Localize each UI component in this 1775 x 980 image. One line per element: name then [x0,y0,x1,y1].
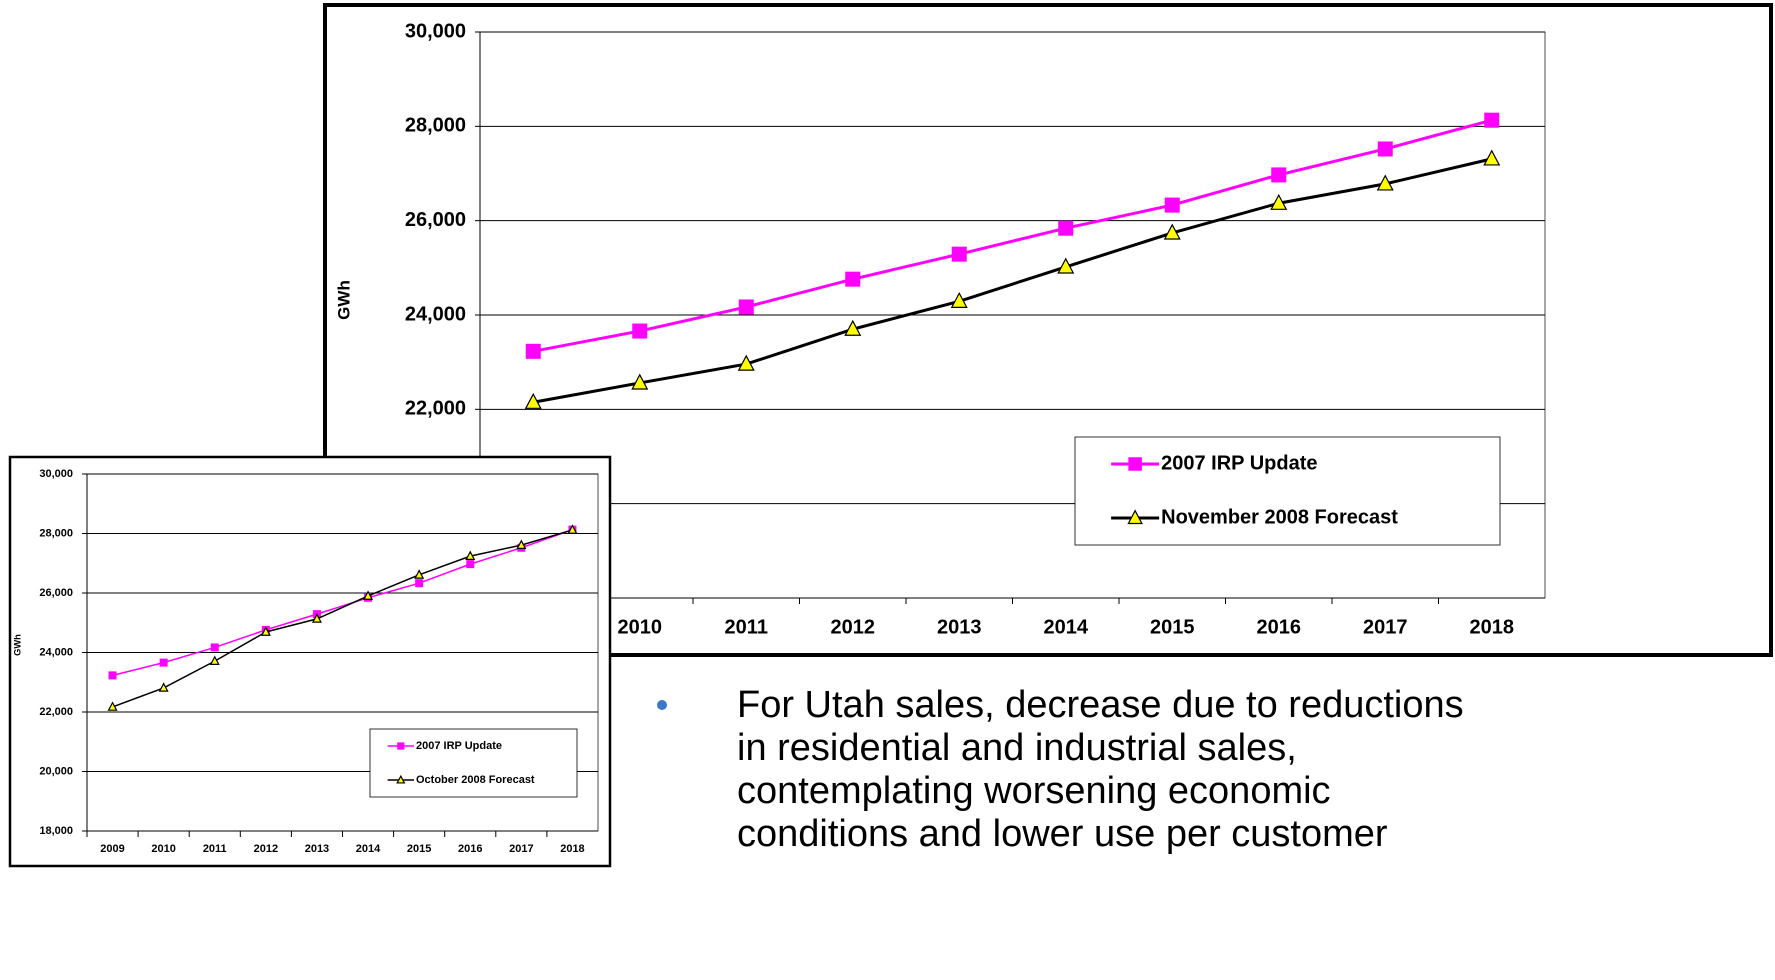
x-tick-label: 2011 [725,616,768,638]
marker [950,291,968,308]
marker [107,701,118,711]
marker [363,590,374,600]
x-tick-label: 2012 [831,616,876,638]
y-tick-label: 22,000 [39,706,73,718]
x-tick-label: 2010 [151,843,175,855]
x-tick-label: 2015 [407,843,431,855]
x-tick-label: 2016 [1257,616,1302,638]
marker [397,742,405,750]
marker [159,658,168,667]
marker [631,373,649,390]
marker [1376,174,1394,191]
marker [1128,457,1142,471]
marker [396,774,406,784]
marker [951,246,967,262]
marker [1484,112,1500,128]
marker [737,354,755,371]
y-tick-label: 18,000 [39,825,73,837]
y-tick-label: 26,000 [39,587,73,599]
marker [158,682,169,692]
legend-box [1074,436,1501,546]
bullet-line: For Utah sales, decrease due to reductio… [737,684,1464,726]
x-tick-label: 2011 [203,843,227,855]
marker [260,626,271,636]
y-tick-label: 24,000 [405,303,466,325]
series-line [532,157,1493,404]
series-line [112,528,573,677]
marker [1483,149,1501,166]
x-tick-label: 2010 [618,616,663,638]
y-axis-label: GWh [12,634,22,656]
marker [1058,220,1074,236]
marker [414,569,425,579]
marker [209,655,220,665]
y-tick-label: 20,000 [39,765,73,777]
marker [108,671,117,680]
marker [524,392,542,409]
marker [567,524,578,534]
y-tick-label: 28,000 [405,115,466,137]
x-tick-label: 2017 [509,843,533,855]
marker [844,319,862,336]
marker [1164,197,1180,213]
marker [1127,509,1143,525]
marker [525,343,541,359]
bullet-line: in residential and industrial sales, [737,727,1297,769]
x-tick-label: 2012 [254,843,278,855]
bullet-line: conditions and lower use per customer [737,813,1388,855]
x-tick-label: 2013 [937,616,982,638]
y-tick-label: 30,000 [39,468,73,480]
marker [210,643,219,652]
x-tick-label: 2018 [560,843,584,855]
marker [632,323,648,339]
chart-frame [8,455,612,868]
x-tick-label: 2016 [458,843,482,855]
series-line [532,118,1493,353]
marker [1271,167,1287,183]
series-line [112,529,573,708]
marker [466,560,475,569]
bullet-text: For Utah sales, decrease due to reductio… [737,684,1464,855]
marker [1057,257,1075,274]
legend-label: 2007 IRP Update [416,740,502,752]
y-tick-label: 30,000 [405,20,466,42]
x-tick-label: 2014 [356,843,381,855]
bullet-line: contemplating worsening economic [737,770,1331,812]
y-tick-label: 22,000 [405,398,466,420]
marker [516,539,527,549]
marker [415,579,424,588]
y-axis-label: GWh [334,280,353,320]
bullet-dot [657,700,667,710]
marker [465,550,476,560]
legend-label: 2007 IRP Update [1161,452,1317,474]
y-tick-label: 26,000 [405,209,466,231]
y-tick-label: 24,000 [39,646,73,658]
x-tick-label: 2014 [1044,616,1089,638]
marker [311,613,322,623]
x-tick-label: 2018 [1470,616,1515,638]
marker [1377,141,1393,157]
chart: 18,000 20,000 22,000 24,000 26,000 28,000 30,0… [8,455,612,868]
y-tick-label: 28,000 [39,527,73,539]
legend-box [369,728,578,798]
x-tick-label: 2017 [1363,616,1408,638]
legend-label: October 2008 Forecast [416,774,535,786]
marker [1270,193,1288,210]
x-tick-label: 2015 [1150,616,1195,638]
x-tick-label: 2013 [305,843,329,855]
marker [1163,223,1181,240]
legend-label: November 2008 Forecast [1161,506,1398,528]
x-tick-label: 2009 [100,843,124,855]
marker [738,299,754,315]
marker [845,271,861,287]
